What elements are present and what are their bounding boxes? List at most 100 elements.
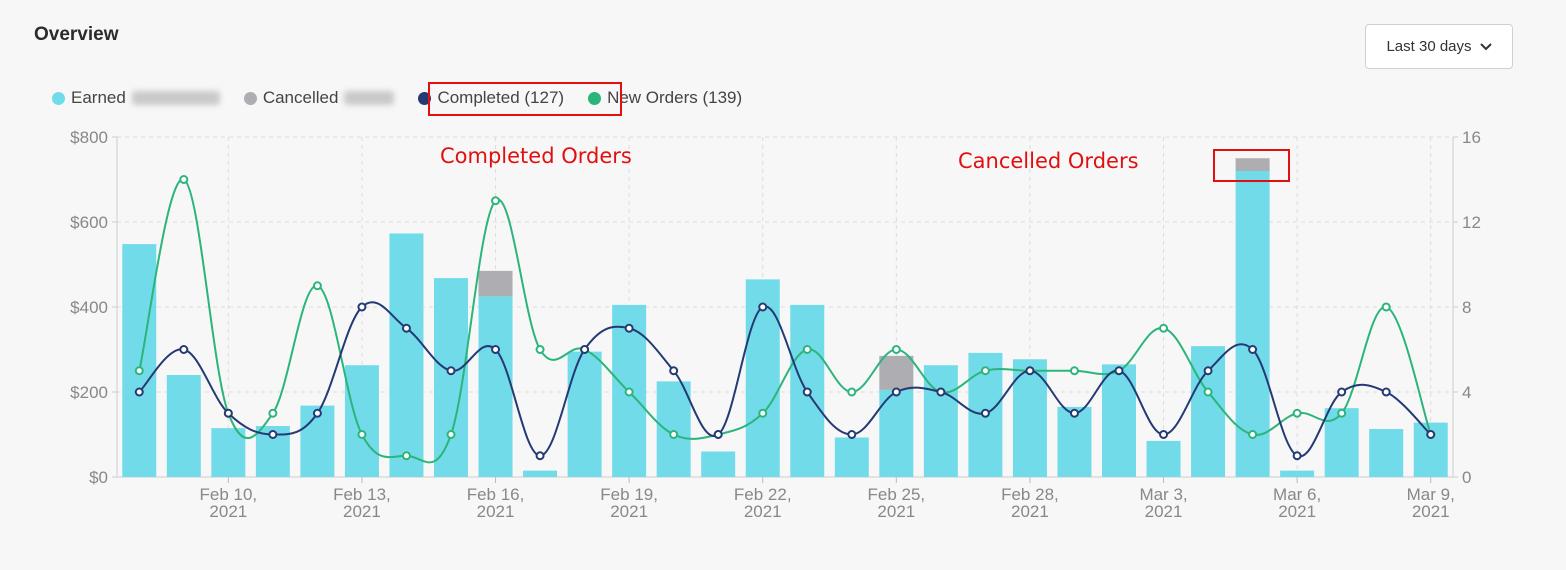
- x-tick-label: 2021: [610, 502, 648, 521]
- completed-point: [1292, 451, 1302, 461]
- earned-bar: [879, 389, 914, 477]
- cancelled-dot-icon: [243, 91, 257, 105]
- date-range-label: Last 30 days: [1386, 38, 1472, 55]
- redacted-amount: [344, 91, 395, 105]
- earned-bar: [389, 233, 424, 477]
- completed-point: [713, 430, 723, 439]
- x-tick-label: Mar 3,: [1139, 485, 1187, 504]
- legend-item-earned[interactable]: Earned: [52, 88, 220, 108]
- completed-point: [669, 366, 679, 376]
- cancelled-orders-annotation: Cancelled Orders: [958, 149, 1139, 173]
- y-left-tick-label: $200: [70, 383, 108, 402]
- new-orders-point: [758, 408, 768, 418]
- completed-point: [1159, 430, 1169, 439]
- x-tick-label: 2021: [343, 502, 381, 521]
- new-orders-point: [1337, 408, 1347, 418]
- earned-bar: [567, 351, 602, 477]
- new-orders-point: [268, 408, 278, 418]
- new-orders-dot-icon: [588, 91, 602, 105]
- new-orders-point: [669, 430, 679, 439]
- earned-bar: [1369, 428, 1404, 477]
- new-orders-point: [1248, 430, 1258, 439]
- completed-orders-annotation: Completed Orders: [440, 144, 632, 168]
- earned-bar: [1146, 440, 1181, 477]
- new-orders-point: [891, 345, 901, 354]
- y-left-tick-label: $400: [70, 298, 108, 317]
- x-tick-label: 2021: [744, 502, 782, 521]
- completed-point: [1337, 387, 1347, 397]
- legend-new-orders-label: New Orders (139): [607, 88, 743, 107]
- new-orders-point: [179, 175, 189, 184]
- y-left-tick-label: $0: [89, 468, 108, 487]
- new-orders-point: [802, 345, 812, 354]
- x-tick-label: Feb 13,: [333, 485, 391, 504]
- x-tick-label: Feb 10,: [200, 485, 258, 504]
- legend-earned-label: Earned: [71, 88, 126, 107]
- earned-bar: [211, 428, 246, 477]
- earned-dot-icon: [52, 91, 65, 105]
- completed-point: [1381, 387, 1391, 397]
- cancelled-bar: [879, 355, 914, 390]
- completed-point: [268, 430, 278, 439]
- earned-bar: [1012, 359, 1047, 477]
- completed-point: [1203, 366, 1213, 376]
- x-tick-label: 2021: [1011, 502, 1049, 521]
- x-tick-label: Mar 9,: [1407, 485, 1455, 504]
- new-orders-point: [624, 387, 634, 397]
- page-title: Overview: [34, 24, 119, 45]
- completed-point: [580, 345, 590, 354]
- new-orders-point: [1069, 366, 1079, 376]
- x-tick-label: 2021: [1145, 502, 1183, 521]
- earned-bar: [523, 470, 558, 477]
- cancelled-bar: [478, 270, 513, 297]
- completed-point: [312, 408, 322, 418]
- earned-bar: [656, 381, 691, 477]
- completed-point: [1248, 345, 1258, 354]
- y-right-tick-label: 4: [1462, 383, 1471, 402]
- completed-point: [357, 302, 367, 312]
- y-right-tick-label: 8: [1462, 298, 1471, 317]
- y-left-tick-label: $800: [70, 128, 108, 147]
- completed-point: [936, 387, 946, 397]
- completed-point: [401, 323, 411, 333]
- earned-bar: [701, 451, 736, 477]
- legend-item-cancelled[interactable]: Cancelled: [243, 88, 395, 108]
- x-tick-label: 2021: [209, 502, 247, 521]
- new-orders-point: [535, 345, 545, 354]
- earned-bar: [834, 437, 869, 477]
- cancelled-bar: [1235, 158, 1270, 171]
- completed-point: [223, 408, 233, 418]
- x-tick-label: Mar 6,: [1273, 485, 1321, 504]
- new-orders-point: [1159, 323, 1169, 333]
- completed-point: [1069, 408, 1079, 418]
- completed-point: [891, 387, 901, 397]
- earned-bar: [1191, 346, 1226, 477]
- new-orders-point: [312, 281, 322, 291]
- y-left-tick-label: $600: [70, 213, 108, 232]
- completed-point: [802, 387, 812, 397]
- x-tick-label: Feb 16,: [467, 485, 525, 504]
- chart-legend: Earned Cancelled Completed (127) New Ord…: [52, 88, 766, 108]
- y-right-tick-label: 16: [1462, 128, 1481, 147]
- completed-point: [134, 387, 144, 397]
- new-orders-point: [357, 430, 367, 439]
- new-orders-point: [847, 387, 857, 397]
- completed-point: [179, 345, 189, 354]
- completed-point: [980, 408, 990, 418]
- legend-item-new-orders[interactable]: New Orders (139): [588, 88, 742, 108]
- completed-point: [847, 430, 857, 439]
- cancelled-bar-highlight: [1213, 149, 1290, 182]
- x-tick-label: Feb 28,: [1001, 485, 1059, 504]
- completed-point: [758, 302, 768, 312]
- date-range-dropdown[interactable]: Last 30 days: [1365, 24, 1513, 69]
- earned-bar: [1057, 406, 1092, 477]
- x-tick-label: Feb 25,: [868, 485, 926, 504]
- new-orders-point: [1292, 408, 1302, 418]
- earned-bar: [122, 244, 157, 477]
- completed-legend-highlight: [428, 82, 622, 116]
- chevron-down-icon: [1479, 42, 1492, 51]
- completed-point: [446, 366, 456, 376]
- completed-point: [1025, 366, 1035, 376]
- completed-point: [1114, 366, 1124, 376]
